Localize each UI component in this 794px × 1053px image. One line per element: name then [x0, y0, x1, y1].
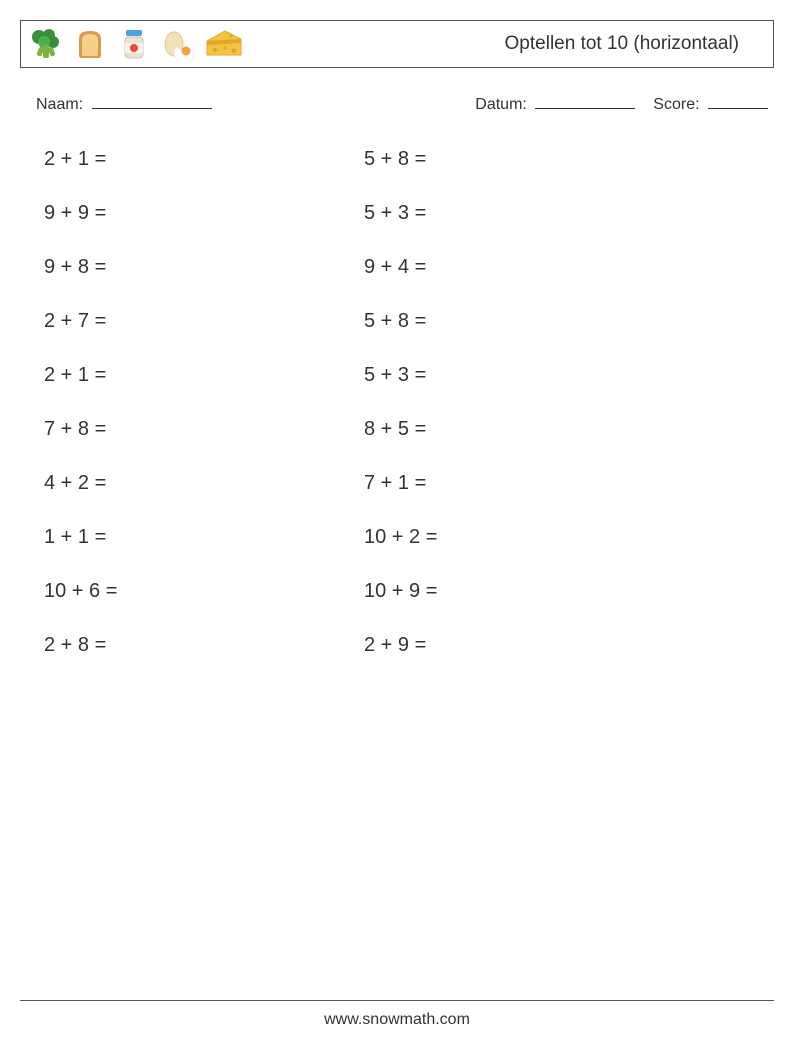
problems-col-2: 5 + 8 = 5 + 3 = 9 + 4 = 5 + 8 = 5 + 3 = …	[364, 148, 684, 688]
name-label: Naam:	[36, 96, 83, 113]
meta-row: Naam: Datum: Score:	[20, 92, 774, 114]
footer-url: www.snowmath.com	[324, 1011, 470, 1028]
problem: 9 + 4 =	[364, 256, 684, 310]
problem: 5 + 8 =	[364, 310, 684, 364]
date-label: Datum:	[475, 96, 527, 113]
problem: 1 + 1 =	[44, 526, 364, 580]
problems-col-1: 2 + 1 = 9 + 9 = 9 + 8 = 2 + 7 = 2 + 1 = …	[44, 148, 364, 688]
header-icons	[29, 27, 243, 61]
problem: 4 + 2 =	[44, 472, 364, 526]
problem: 2 + 1 =	[44, 148, 364, 202]
problem: 7 + 1 =	[364, 472, 684, 526]
problem: 2 + 9 =	[364, 634, 684, 688]
problem: 10 + 6 =	[44, 580, 364, 634]
date-blank[interactable]	[535, 92, 635, 109]
problem: 9 + 9 =	[44, 202, 364, 256]
problem: 9 + 8 =	[44, 256, 364, 310]
broccoli-icon	[29, 27, 63, 61]
footer: www.snowmath.com	[20, 1000, 774, 1029]
problem: 8 + 5 =	[364, 418, 684, 472]
header-box: Optellen tot 10 (horizontaal)	[20, 20, 774, 68]
problem: 2 + 8 =	[44, 634, 364, 688]
score-field: Score:	[653, 92, 768, 114]
egg-icon	[161, 27, 195, 61]
problem: 7 + 8 =	[44, 418, 364, 472]
cheese-icon	[205, 29, 243, 59]
jam-jar-icon	[117, 27, 151, 61]
problem: 5 + 8 =	[364, 148, 684, 202]
problem: 5 + 3 =	[364, 364, 684, 418]
score-blank[interactable]	[708, 92, 768, 109]
problem: 5 + 3 =	[364, 202, 684, 256]
name-blank[interactable]	[92, 92, 212, 109]
problems-area: 2 + 1 = 9 + 9 = 9 + 8 = 2 + 7 = 2 + 1 = …	[20, 148, 774, 688]
score-label: Score:	[653, 96, 699, 113]
worksheet-title: Optellen tot 10 (horizontaal)	[505, 33, 759, 55]
problem: 10 + 2 =	[364, 526, 684, 580]
problem: 2 + 1 =	[44, 364, 364, 418]
date-field: Datum:	[475, 92, 635, 114]
worksheet-page: Optellen tot 10 (horizontaal) Naam: Datu…	[0, 0, 794, 1053]
problem: 10 + 9 =	[364, 580, 684, 634]
problem: 2 + 7 =	[44, 310, 364, 364]
name-field: Naam:	[36, 92, 475, 114]
bread-icon	[73, 27, 107, 61]
